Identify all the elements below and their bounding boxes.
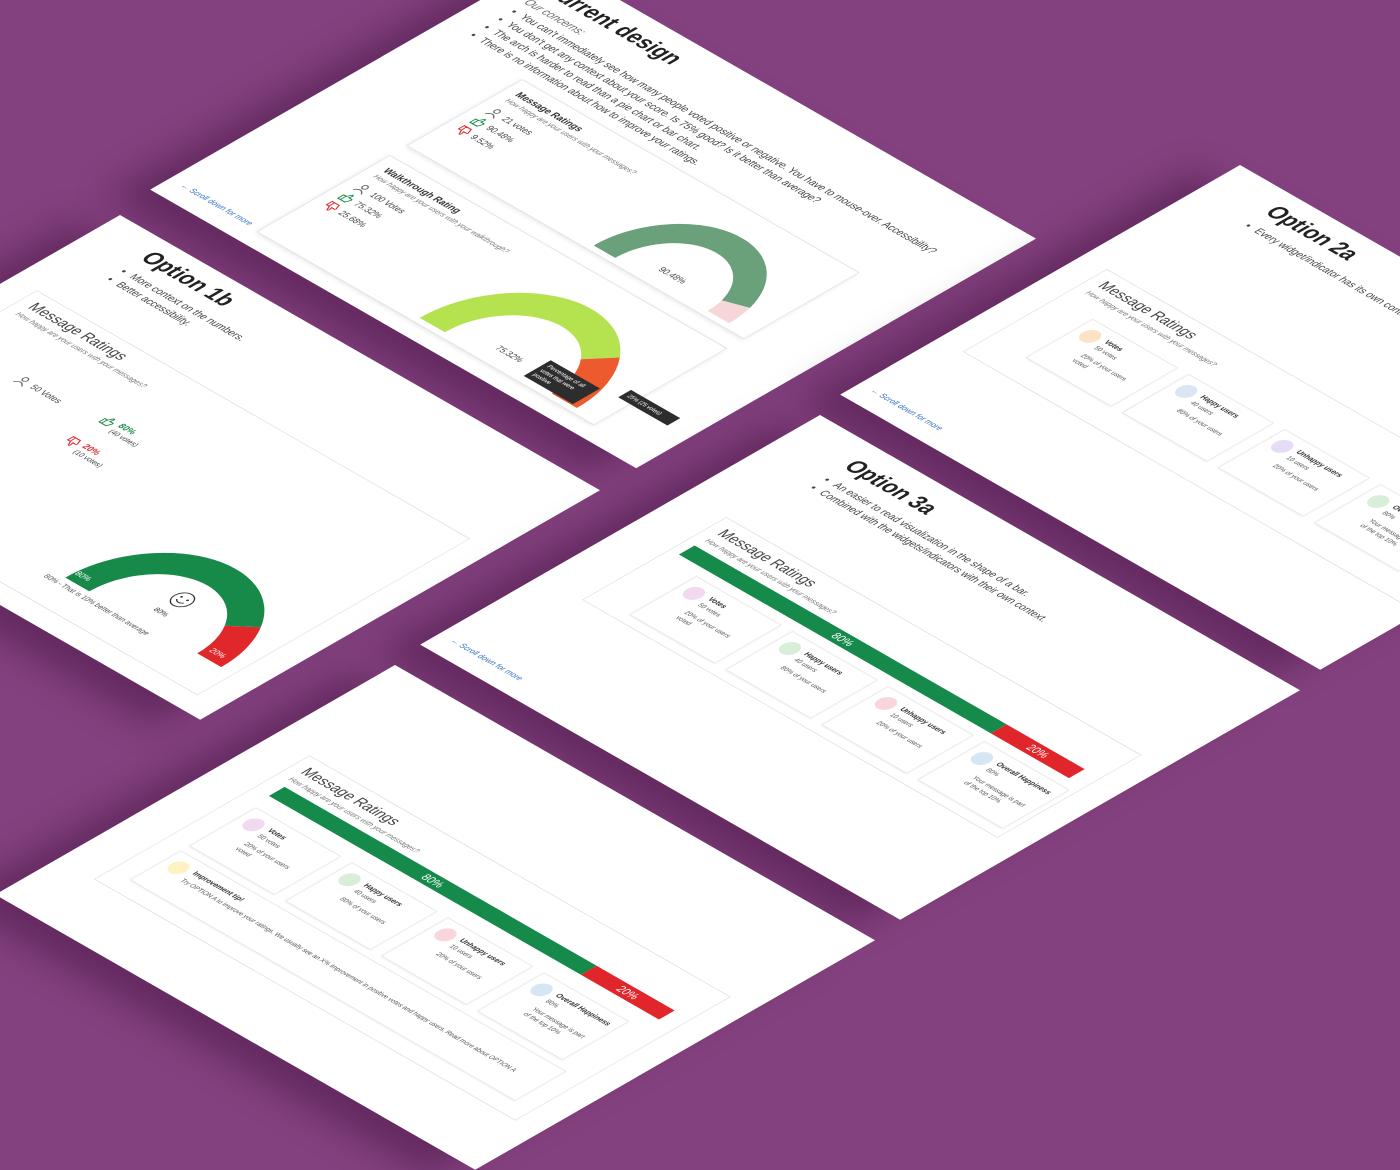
up-icon: [469, 118, 486, 127]
gauge-negative: [196, 625, 261, 668]
rating-panel: Walkthrough Rating How happy are your use…: [256, 155, 728, 426]
scroll-link[interactable]: ← Scroll down for more: [867, 387, 946, 432]
icon-part: [13, 381, 23, 387]
tooltip: 25% (25 votes): [618, 389, 681, 426]
widget-note: 20% of your users voted: [233, 841, 293, 871]
person-icon: [485, 109, 502, 119]
icon-part: [21, 377, 30, 382]
smiley-icon: [169, 592, 196, 608]
scroll-link[interactable]: ← Scroll down for more: [177, 182, 256, 227]
rating-panel: Message Ratings How happy are your users …: [0, 290, 471, 696]
rating-panel: Message Ratings How happy are your users …: [582, 516, 1142, 838]
panel-subtitle: How happy are your users with your messa…: [12, 311, 149, 390]
icon-part: [186, 599, 189, 602]
votes: 50 Votes: [27, 383, 66, 405]
icon-part: [361, 185, 369, 190]
scroll-link[interactable]: ← Scroll down for more: [447, 637, 526, 682]
icon-part: [66, 436, 82, 446]
widget-note: 20% of your users voted: [673, 609, 734, 639]
up-icon: [98, 417, 116, 427]
gauge-positive: [593, 223, 767, 308]
icon-part: [352, 188, 363, 195]
widget-note: Your message is part of the top 10%: [1358, 517, 1400, 551]
gauge-negative: [707, 300, 750, 324]
page: { "current_design": { "title": "Current …: [0, 0, 1400, 1074]
gauge-positive: [419, 292, 621, 360]
widget-note: 20% of your users voted: [1070, 352, 1130, 382]
icon-part: [336, 194, 354, 203]
icon-part: [457, 124, 473, 135]
down-icon: [66, 436, 82, 446]
icon-part: [169, 592, 196, 608]
up-icon: [336, 194, 354, 203]
down-icon: [325, 200, 340, 211]
person-icon: [13, 377, 30, 387]
panel-title: Message Ratings: [23, 300, 132, 363]
gauge-positive: [65, 552, 265, 628]
rating-panel: Message Ratings How happy are your users …: [406, 79, 860, 339]
option-1b-board: Option 1bMore context on the numbers.Bet…: [0, 215, 600, 720]
icon-part: [469, 118, 486, 127]
gauge: [593, 223, 767, 324]
down-icon: [457, 124, 473, 135]
person-icon: [352, 185, 369, 195]
icon-part: [485, 113, 495, 119]
icon-part: [98, 417, 116, 427]
icon-part: [175, 598, 184, 604]
icon-part: [493, 109, 502, 114]
rating-panel: Message Ratings How happy are your users …: [93, 755, 731, 1121]
icon-part: [180, 596, 183, 598]
gauge: [65, 552, 265, 668]
icon-part: [325, 200, 340, 211]
